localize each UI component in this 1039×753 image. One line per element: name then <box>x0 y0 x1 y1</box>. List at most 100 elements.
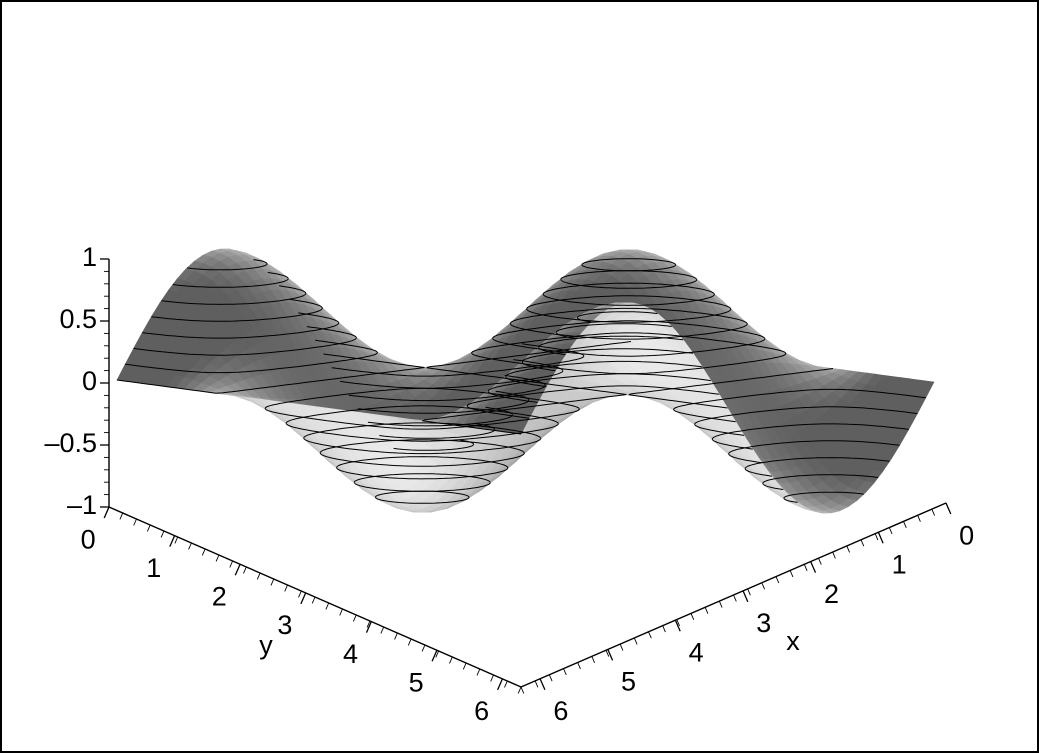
minor-tick <box>662 625 666 633</box>
contour-line <box>187 258 677 323</box>
y-tick-label: 2 <box>212 582 227 612</box>
minor-tick <box>201 548 206 556</box>
minor-tick <box>449 656 453 664</box>
minor-tick <box>256 572 261 580</box>
major-tick <box>169 535 176 547</box>
minor-tick <box>366 620 371 628</box>
major-tick <box>103 506 110 519</box>
contour-line <box>125 332 787 419</box>
y-axis-ticks: 0 1 2 3 4 5 6 <box>81 506 522 726</box>
minor-tick <box>591 656 596 663</box>
minor-tick <box>903 521 907 528</box>
minor-tick <box>215 554 220 562</box>
minor-tick <box>676 619 681 627</box>
major-tick <box>742 590 749 603</box>
y-tick-label: 1 <box>146 553 161 583</box>
minor-tick <box>733 594 737 602</box>
z-tick-label: 1 <box>82 242 97 272</box>
major-tick <box>539 678 546 690</box>
minor-tick <box>243 566 247 574</box>
y-axis-title: y <box>259 630 273 660</box>
minor-tick <box>421 644 426 652</box>
minor-tick <box>188 542 192 550</box>
minor-tick <box>339 608 343 616</box>
minor-tick <box>534 680 539 688</box>
minor-tick <box>380 626 385 634</box>
minor-tick <box>633 637 638 645</box>
minor-tick <box>605 650 610 657</box>
minor-tick <box>119 512 124 520</box>
major-tick <box>234 564 241 576</box>
surface-layer <box>116 248 935 514</box>
minor-tick <box>832 551 836 559</box>
minor-tick <box>563 668 567 676</box>
minor-tick <box>435 650 440 658</box>
z-tick-label: –0.5 <box>44 428 97 458</box>
contour-line <box>374 439 864 504</box>
minor-tick <box>931 508 936 516</box>
minor-tick <box>352 614 357 622</box>
minor-tick <box>888 527 893 535</box>
minor-tick <box>874 533 879 541</box>
y-tick-label: 5 <box>409 668 424 698</box>
minor-tick <box>407 638 412 646</box>
minor-tick <box>704 607 709 614</box>
minor-tick <box>160 530 165 538</box>
major-tick <box>431 649 438 662</box>
major-tick <box>497 678 503 691</box>
y-tick-label: 4 <box>343 639 358 669</box>
x-tick-label: 1 <box>892 550 907 580</box>
x-tick-label: 0 <box>959 520 974 550</box>
major-tick <box>300 592 307 605</box>
contour-line <box>285 359 918 442</box>
minor-tick <box>648 631 652 639</box>
major-tick <box>877 532 884 544</box>
minor-tick <box>284 584 288 592</box>
major-tick <box>810 561 817 573</box>
axes-layer: 1 0.5 0 –0.5 –1 0 1 2 3 4 5 6 0 1 2 3 4 5 6 x y <box>44 242 974 726</box>
minor-tick <box>775 576 780 584</box>
minor-tick <box>747 588 751 596</box>
minor-tick <box>860 539 865 547</box>
minor-tick <box>718 600 723 608</box>
minor-tick <box>761 582 766 590</box>
minor-tick <box>548 674 553 682</box>
major-tick <box>945 502 952 515</box>
minor-tick <box>803 564 808 571</box>
y-tick-label: 3 <box>277 610 292 640</box>
minor-tick <box>504 680 508 688</box>
contour-line <box>172 270 698 339</box>
minor-tick <box>517 686 522 694</box>
minor-tick <box>619 643 624 651</box>
contour-line <box>161 282 715 356</box>
minor-tick <box>174 536 179 544</box>
minor-tick <box>490 674 494 682</box>
major-tick <box>365 621 372 633</box>
minor-tick <box>818 558 822 565</box>
contour-line <box>353 423 879 492</box>
minor-tick <box>577 662 581 670</box>
minor-tick <box>229 560 234 568</box>
minor-tick <box>520 686 525 694</box>
contour-lines <box>116 258 926 504</box>
z-tick-label: 0.5 <box>59 304 97 334</box>
x-tick-label: 4 <box>689 637 704 667</box>
minor-tick <box>270 578 275 586</box>
minor-tick <box>311 596 316 604</box>
minor-tick <box>462 662 467 670</box>
minor-tick <box>298 590 302 598</box>
x-tick-label: 2 <box>824 579 839 609</box>
contour-line <box>319 390 900 467</box>
y-tick-label: 6 <box>474 696 489 726</box>
minor-tick <box>846 545 851 553</box>
z-tick-label: 0 <box>82 366 97 396</box>
z-tick-label: –1 <box>67 490 97 520</box>
contour-line <box>303 374 909 455</box>
z-axis-ticks: 1 0.5 0 –0.5 –1 <box>44 242 109 520</box>
major-tick <box>674 619 681 632</box>
contour-line <box>264 343 926 430</box>
minor-tick <box>325 602 330 610</box>
minor-tick <box>476 668 481 676</box>
minor-tick <box>789 570 794 578</box>
